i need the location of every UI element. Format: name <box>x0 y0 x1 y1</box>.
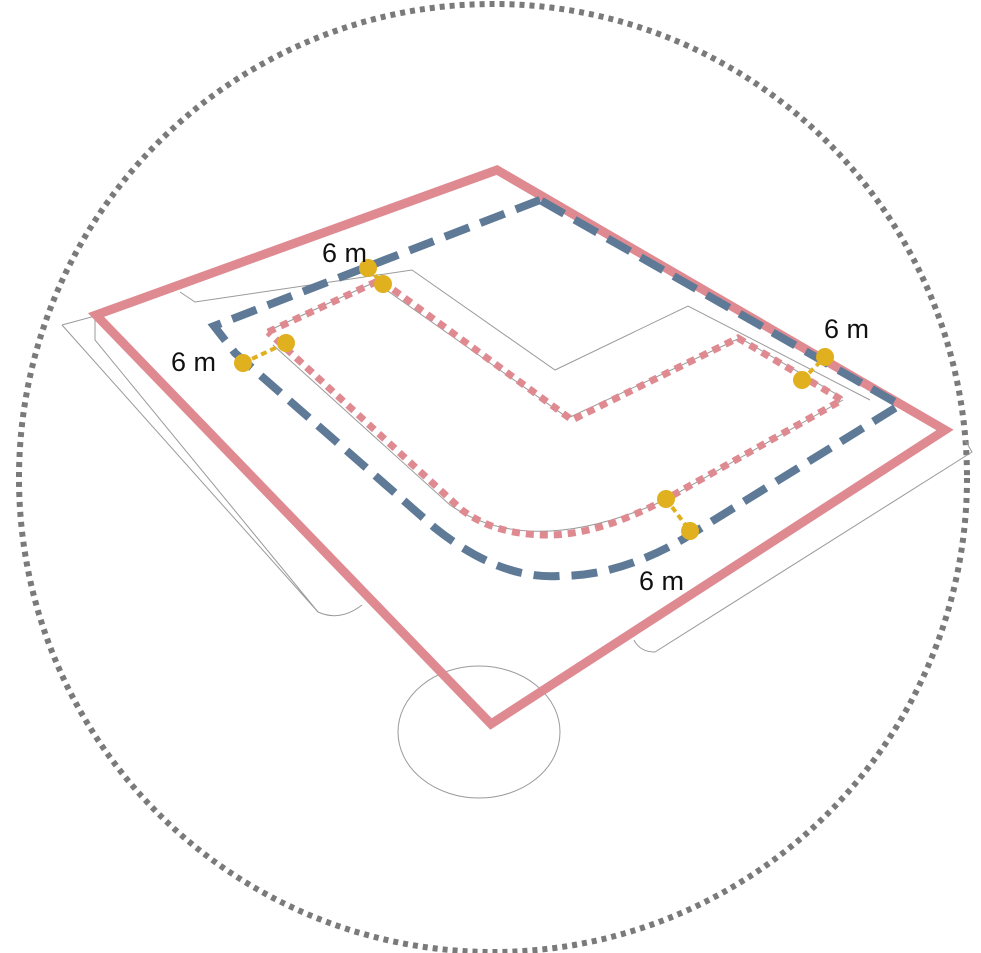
dotted-circle-boundary <box>16 1 970 953</box>
curb-line-right <box>633 439 973 653</box>
inner-dotted-path <box>265 275 849 539</box>
inner-guide-curve <box>272 344 844 532</box>
dimension-marker-right <box>793 348 834 389</box>
dimension-label-bottom: 6 m <box>639 566 684 596</box>
dimension-label-top-left: 6 m <box>322 238 367 268</box>
dimension-marker-bottom <box>657 490 699 540</box>
dimension-label-left: 6 m <box>171 347 216 377</box>
cul-de-sac-circle <box>397 665 561 799</box>
dimension-marker-left <box>234 334 295 372</box>
blue-dashed-path <box>207 196 908 581</box>
dimension-marker-top-left <box>359 259 392 293</box>
building-lshape <box>179 269 871 401</box>
curb-line-left <box>61 315 363 617</box>
dimension-label-right: 6 m <box>824 314 869 344</box>
inner-guide-line <box>269 281 844 419</box>
outer-boundary-line <box>87 165 954 730</box>
curb-line-left-outer <box>61 324 319 613</box>
